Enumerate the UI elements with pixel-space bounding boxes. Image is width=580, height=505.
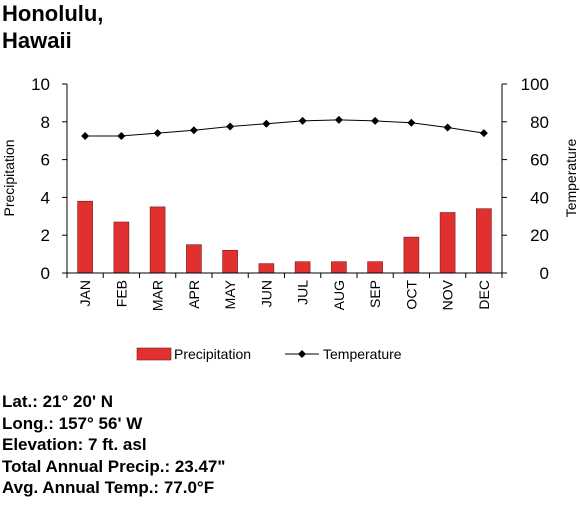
right-tick-label-20: 20 — [530, 226, 549, 245]
temp-point-jan — [81, 131, 90, 140]
left-tick-label-4: 4 — [41, 188, 50, 207]
left-axis-ticks: 0 2 4 6 8 10 — [31, 75, 67, 283]
latitude-text: Lat.: 21° 20' N — [2, 392, 113, 411]
x-tick-label-dec: DEC — [476, 280, 492, 310]
precip-bar-nov — [439, 212, 456, 274]
x-tick-label-apr: APR — [186, 280, 202, 309]
x-tick-label-nov: NOV — [440, 279, 456, 310]
legend-temperature-marker — [298, 350, 306, 358]
elevation-text: Elevation: 7 ft. asl — [2, 435, 147, 454]
left-tick-label-8: 8 — [41, 113, 50, 132]
left-tick-label-10: 10 — [31, 75, 50, 94]
x-axis-ticks: JAN FEB MAR APR MAY JUN JUL AUG SEP OCT NOV DEC — [66, 273, 503, 311]
annual-precip-text: Total Annual Precip.: 23.47" — [2, 456, 226, 476]
precip-bar-dec — [476, 208, 492, 274]
precip-bar-apr — [186, 244, 202, 274]
temp-point-aug — [334, 115, 343, 124]
precip-bar-mar — [149, 206, 166, 274]
chart-title: Honolulu, Hawaii — [2, 0, 103, 54]
chart-axes — [66, 84, 503, 274]
x-tick-label-mar: MAR — [150, 280, 166, 311]
temp-point-jul — [298, 116, 307, 125]
temp-point-nov — [443, 123, 452, 132]
precip-bar-oct — [403, 236, 420, 274]
x-tick-label-aug: AUG — [331, 280, 347, 310]
x-tick-label-jul: JUL — [295, 280, 311, 305]
temp-point-apr — [189, 126, 198, 135]
precip-bar-jun — [258, 263, 275, 274]
right-tick-label-40: 40 — [530, 188, 549, 207]
right-axis-ticks: 0 20 40 60 80 100 — [502, 75, 549, 283]
chart-legend: Precipitation Temperature — [136, 346, 402, 362]
annual-temp-text: Avg. Annual Temp.: 77.0°F — [2, 478, 215, 497]
right-tick-label-0: 0 — [540, 264, 549, 283]
temp-point-may — [226, 122, 235, 131]
left-axis-label: Precipitation — [1, 139, 17, 216]
temp-point-mar — [153, 129, 162, 138]
x-tick-label-may: MAY — [222, 279, 238, 309]
temperature-polyline — [85, 119, 484, 137]
temp-point-dec — [479, 129, 488, 138]
legend-precipitation-label: Precipitation — [174, 346, 251, 362]
temp-point-jun — [262, 119, 271, 128]
right-tick-label-60: 60 — [530, 151, 549, 170]
longitude-text: Long.: 157° 56' W — [2, 413, 143, 433]
title-city: Honolulu, — [2, 1, 104, 26]
left-tick-label-2: 2 — [41, 226, 50, 245]
precip-bar-sep — [367, 261, 383, 274]
precipitation-bars — [77, 200, 492, 274]
precip-bar-feb — [113, 221, 130, 274]
temperature-line — [81, 115, 488, 140]
temp-point-sep — [371, 116, 380, 125]
right-axis-label: Temperature — [563, 138, 579, 217]
left-tick-label-6: 6 — [41, 151, 50, 170]
legend-temperature-label: Temperature — [323, 346, 402, 362]
x-tick-label-sep: SEP — [367, 280, 383, 308]
left-tick-label-0: 0 — [41, 264, 50, 283]
precip-bar-may — [222, 250, 238, 274]
x-tick-label-jan: JAN — [77, 280, 93, 306]
legend-precipitation-swatch — [136, 347, 172, 361]
x-tick-label-oct: OCT — [403, 280, 419, 310]
precip-bar-jan — [77, 200, 93, 274]
x-tick-label-jun: JUN — [258, 280, 274, 307]
precip-bar-aug — [331, 261, 347, 274]
precip-bar-jul — [294, 261, 311, 274]
title-state: Hawaii — [2, 28, 72, 53]
temp-point-oct — [407, 118, 416, 127]
temp-point-feb — [117, 131, 126, 140]
right-tick-label-100: 100 — [521, 75, 549, 94]
right-tick-label-80: 80 — [530, 113, 549, 132]
station-info: Lat.: 21° 20' N Long.: 157° 56' W Elevat… — [2, 391, 225, 499]
x-tick-label-feb: FEB — [113, 280, 129, 307]
